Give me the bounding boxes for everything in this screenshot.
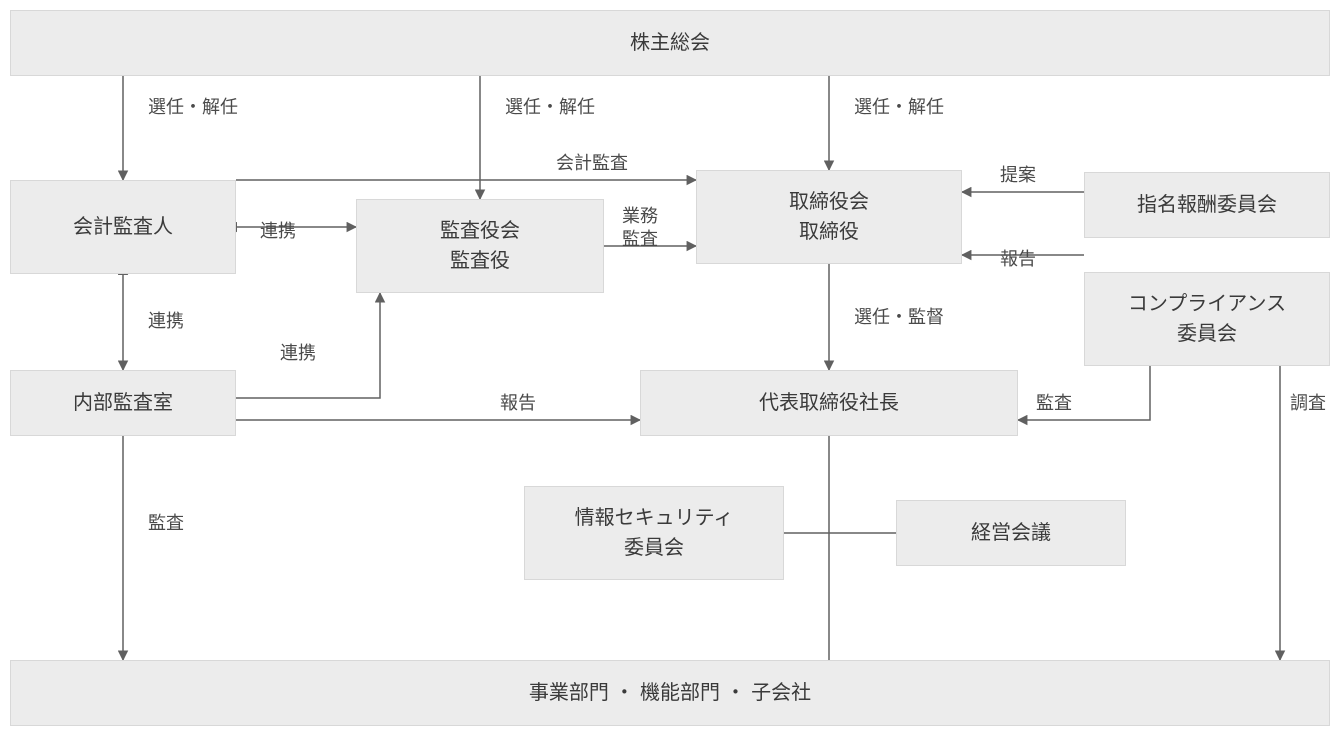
edge-label-e3: 選任・解任	[854, 96, 944, 119]
edge-label-e13: 監査	[1036, 392, 1072, 415]
edge-label-e11: 選任・監督	[854, 306, 944, 329]
edge-label-e4: 会計監査	[556, 152, 628, 175]
node-mgmt: 経営会議	[896, 500, 1126, 566]
edge-label-e9: 連携	[148, 310, 184, 333]
node-divisions: 事業部門 ・ 機能部門 ・ 子会社	[10, 660, 1330, 726]
edge-label-e8: 報告	[1000, 248, 1036, 271]
edge-label-e10: 連携	[280, 342, 316, 365]
node-auditor: 会計監査人	[10, 180, 236, 274]
edge-label-e6: 連携	[260, 220, 296, 243]
diagram-stage: 株主総会会計監査人 監査役会 監査役取締役会 取締役 指名報酬委員会コンプライアンス…	[0, 0, 1340, 736]
node-nominate: 指名報酬委員会	[1084, 172, 1330, 238]
edge-label-e12: 報告	[500, 392, 536, 415]
edge-label-e5: 業務 監査	[622, 205, 658, 252]
node-president: 代表取締役社長	[640, 370, 1018, 436]
edge-label-e14: 調査	[1290, 392, 1326, 415]
edge-label-e2: 選任・解任	[505, 96, 595, 119]
edge-label-e7: 提案	[1000, 164, 1036, 187]
edge-label-e15: 監査	[148, 512, 184, 535]
node-shareholders: 株主総会	[10, 10, 1330, 76]
edge-label-e1: 選任・解任	[148, 96, 238, 119]
node-board_audit: 監査役会 監査役	[356, 199, 604, 293]
node-board_dir: 取締役会 取締役	[696, 170, 962, 264]
node-compliance: コンプライアンス 委員会	[1084, 272, 1330, 366]
node-internal: 内部監査室	[10, 370, 236, 436]
node-infosec: 情報セキュリティ 委員会	[524, 486, 784, 580]
